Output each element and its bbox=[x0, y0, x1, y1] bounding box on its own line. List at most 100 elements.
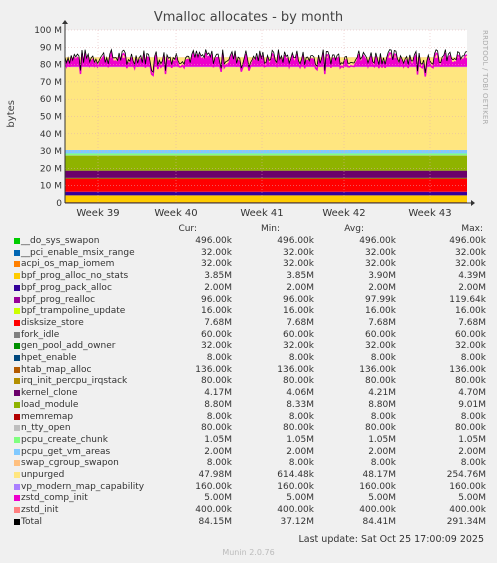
legend-swatch-18 bbox=[14, 448, 20, 455]
legend-cur-8: 60.00k bbox=[201, 329, 232, 340]
series-band-18 bbox=[65, 149, 467, 154]
legend-name-21: vp_modern_map_capability bbox=[21, 481, 145, 492]
legend-max-18: 2.00M bbox=[458, 446, 486, 457]
legend-max-8: 60.00k bbox=[455, 329, 486, 340]
legend-max-10: 8.00k bbox=[460, 353, 486, 363]
legend-name-22: zstd_comp_init bbox=[21, 493, 88, 504]
y-axis-arrow bbox=[62, 20, 68, 24]
legend-swatch-16 bbox=[14, 425, 20, 432]
x-tick-label-1: Week 40 bbox=[154, 208, 197, 219]
y-tick-label-3: 30 M bbox=[40, 147, 62, 157]
total-line bbox=[64, 48, 468, 74]
legend-cur-22: 5.00M bbox=[204, 493, 232, 504]
legend-min-3: 3.85M bbox=[286, 271, 314, 282]
legend-min-13: 4.06M bbox=[286, 388, 314, 399]
legend-max-20: 254.76M bbox=[446, 470, 486, 480]
y-tick-label-7: 70 M bbox=[40, 78, 62, 88]
legend-swatch-8 bbox=[14, 331, 20, 338]
legend-max-11: 136.00k bbox=[449, 364, 486, 375]
legend-avg-7: 7.68M bbox=[368, 317, 396, 328]
legend-swatch-24 bbox=[14, 518, 20, 525]
legend-max-23: 400.00k bbox=[449, 505, 486, 516]
legend-cur-12: 80.00k bbox=[201, 376, 232, 387]
series-band-14 bbox=[65, 155, 467, 171]
legend-name-11: htab_map_alloc bbox=[21, 364, 92, 375]
legend-min-24: 37.12M bbox=[280, 516, 314, 527]
legend-cur-24: 84.15M bbox=[198, 516, 232, 527]
legend-min-1: 32.00k bbox=[283, 247, 314, 258]
series-band-7 bbox=[65, 178, 467, 192]
rrdtool-credit: RRDTOOL / TOBI OETIKER bbox=[481, 30, 489, 125]
legend-cur-10: 8.00k bbox=[206, 353, 232, 363]
legend-avg-8: 60.00k bbox=[365, 329, 396, 340]
y-tick-label-8: 80 M bbox=[40, 61, 62, 71]
y-tick-label-2: 20 M bbox=[40, 164, 62, 174]
legend-cur-6: 16.00k bbox=[201, 306, 232, 317]
legend-cur-7: 7.68M bbox=[204, 317, 232, 328]
legend-min-17: 1.05M bbox=[286, 434, 314, 445]
legend-min-7: 7.68M bbox=[286, 317, 314, 328]
chart-plot: 0 10 M 20 M 30 M 40 M 50 M 60 M 70 M 80 M 90 M 100… bbox=[34, 20, 475, 219]
x-tick-label-0: Week 39 bbox=[76, 208, 119, 219]
legend-max-22: 5.00M bbox=[458, 493, 486, 504]
legend-cur-5: 96.00k bbox=[201, 294, 232, 305]
legend-cur-20: 47.98M bbox=[198, 470, 232, 480]
legend-avg-9: 32.00k bbox=[365, 341, 396, 352]
legend-min-12: 80.00k bbox=[283, 376, 314, 387]
legend-min-19: 8.00k bbox=[288, 458, 314, 469]
legend-name-23: zstd_init bbox=[21, 505, 59, 516]
legend-max-21: 160.00k bbox=[449, 481, 486, 492]
legend-avg-23: 400.00k bbox=[359, 505, 396, 516]
legend-avg-17: 1.05M bbox=[368, 434, 396, 445]
legend-swatch-5 bbox=[14, 296, 20, 303]
legend-swatch-6 bbox=[14, 308, 20, 315]
legend-max-3: 4.39M bbox=[458, 271, 486, 282]
legend-swatch-4 bbox=[14, 284, 20, 291]
legend-avg-10: 8.00k bbox=[370, 353, 396, 363]
legend-cur-21: 160.00k bbox=[195, 481, 232, 492]
legend-avg-12: 80.00k bbox=[365, 376, 396, 387]
legend-max-13: 4.70M bbox=[458, 388, 486, 399]
legend-max-24: 291.34M bbox=[446, 516, 486, 527]
legend-max-15: 8.00k bbox=[460, 411, 486, 422]
legend-name-20: unpurged bbox=[21, 470, 65, 480]
legend-max-4: 2.00M bbox=[458, 282, 486, 293]
legend-name-16: n_tty_open bbox=[21, 423, 71, 434]
legend-name-0: __do_sys_swapon bbox=[21, 236, 100, 246]
legend-min-6: 16.00k bbox=[283, 306, 314, 317]
series-band-17 bbox=[65, 153, 467, 156]
legend-max-6: 16.00k bbox=[455, 306, 486, 317]
legend-name-8: fork_idle bbox=[21, 329, 60, 340]
legend-min-10: 8.00k bbox=[288, 353, 314, 363]
legend-cur-23: 400.00k bbox=[195, 505, 232, 516]
legend-min-5: 96.00k bbox=[283, 294, 314, 305]
legend-min-8: 60.00k bbox=[283, 329, 314, 340]
legend-min-21: 160.00k bbox=[277, 481, 314, 492]
y-tick-label-1: 10 M bbox=[40, 182, 62, 192]
legend-name-18: pcpu_get_vm_areas bbox=[21, 446, 111, 457]
legend-swatch-10 bbox=[14, 355, 20, 361]
legend-name-9: gen_pool_add_owner bbox=[21, 341, 116, 352]
legend-swatch-9 bbox=[14, 343, 20, 350]
y-tick-label-4: 40 M bbox=[40, 130, 62, 140]
legend-max-7: 7.68M bbox=[458, 317, 486, 328]
legend-swatch-19 bbox=[14, 460, 20, 467]
series-band-13 bbox=[65, 170, 467, 178]
legend-avg-1: 32.00k bbox=[365, 247, 396, 258]
legend-avg-15: 8.00k bbox=[370, 411, 396, 422]
legend-min-14: 8.33M bbox=[286, 399, 314, 410]
legend-name-15: memremap bbox=[21, 411, 74, 422]
legend-min-15: 8.00k bbox=[288, 411, 314, 422]
legend-swatch-7 bbox=[14, 319, 20, 326]
legend-max-0: 496.00k bbox=[449, 236, 486, 246]
legend-swatch-15 bbox=[14, 413, 20, 420]
legend-avg-19: 8.00k bbox=[370, 458, 396, 469]
legend-cur-4: 2.00M bbox=[204, 282, 232, 293]
legend-avg-18: 2.00M bbox=[368, 446, 396, 457]
x-tick-label-4: Week 43 bbox=[408, 208, 451, 219]
legend-name-4: bpf_prog_pack_alloc bbox=[21, 282, 112, 293]
legend-avg-24: 84.41M bbox=[362, 516, 396, 527]
legend-max-17: 1.05M bbox=[458, 434, 486, 445]
y-tick-label-5: 50 M bbox=[40, 113, 62, 123]
x-tick-label-3: Week 42 bbox=[322, 208, 365, 219]
